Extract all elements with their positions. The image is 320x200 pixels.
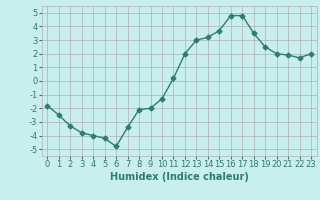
- X-axis label: Humidex (Indice chaleur): Humidex (Indice chaleur): [110, 172, 249, 182]
